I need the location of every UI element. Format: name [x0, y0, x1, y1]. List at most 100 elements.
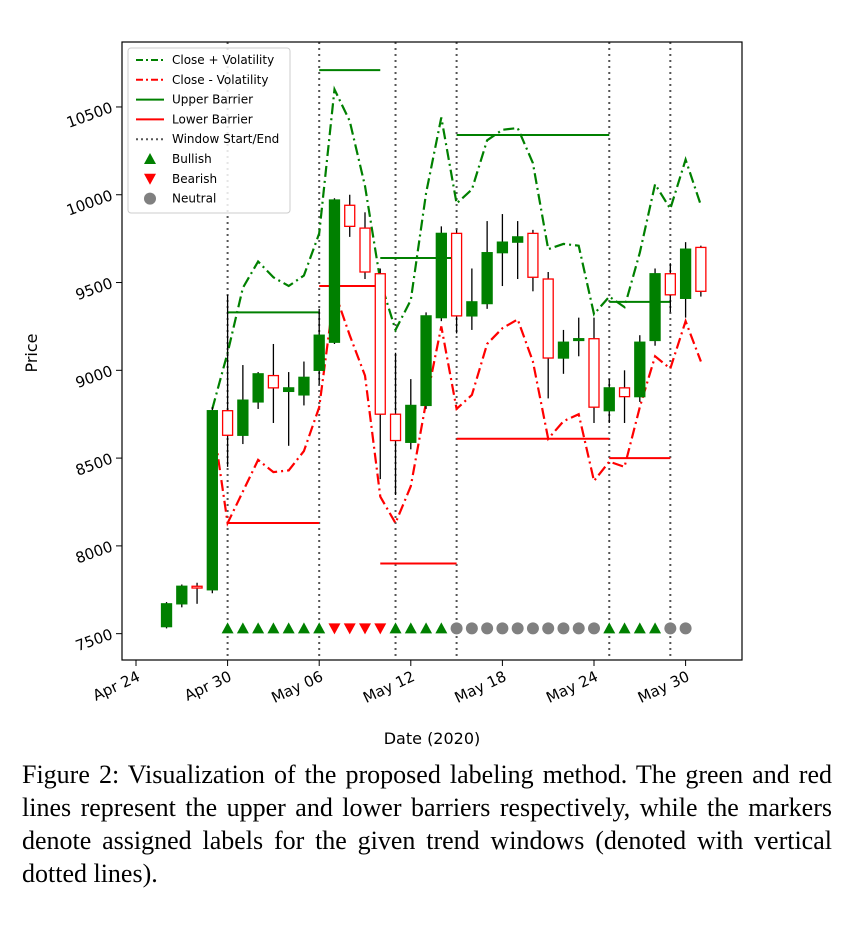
bullish-marker	[420, 622, 433, 634]
bullish-candle	[420, 315, 432, 407]
neutral-marker	[526, 622, 539, 635]
bearish-candle	[389, 413, 402, 442]
bullish-candle	[206, 410, 218, 591]
bearish-marker	[359, 623, 371, 635]
legend-label: Lower Barrier	[172, 112, 253, 126]
neutral-marker	[557, 622, 570, 635]
candlestick-chart: 7500 8000 8500 9000 9500 10000 10500 Apr 24 Apr …	[22, 41, 743, 748]
bullish-marker	[389, 622, 402, 634]
bearish-candle	[588, 338, 600, 408]
bullish-candle	[160, 603, 173, 628]
bullish-candle	[328, 199, 341, 343]
bullish-marker	[649, 622, 662, 634]
legend-box	[127, 47, 291, 214]
y-tick-label: 10500	[64, 99, 115, 132]
legend-label: Neutral	[172, 192, 216, 206]
legend-label: Close + Volatility	[172, 53, 274, 67]
legend-label: Close - Volatility	[172, 73, 268, 87]
bullish-candle	[176, 585, 188, 605]
neutral-marker	[572, 622, 585, 635]
y-tick-label: 9000	[73, 362, 115, 392]
neutral-marker	[542, 622, 555, 635]
bullish-candle	[603, 387, 615, 412]
bullish-candle	[283, 387, 295, 393]
legend: Close + Volatility Close - Volatility Uppe…	[127, 47, 291, 214]
legend-bearish-marker	[144, 173, 156, 185]
bullish-marker	[603, 622, 616, 634]
bullish-candle	[481, 252, 493, 305]
legend-label: Bearish	[172, 172, 217, 186]
plot-frame	[121, 41, 743, 661]
x-tick-label: May 06	[269, 667, 326, 707]
y-tick-label: 7500	[73, 625, 115, 655]
bullish-candle	[496, 241, 509, 254]
neutral-marker	[511, 622, 524, 635]
x-tick-label: May 12	[360, 667, 417, 707]
bullish-marker	[267, 622, 280, 634]
y-axis-label: Price	[22, 333, 41, 372]
neutral-marker	[664, 622, 677, 635]
bullish-candle	[512, 236, 524, 243]
bullish-marker	[236, 622, 249, 634]
bullish-marker	[221, 622, 234, 634]
bearish-candle	[374, 273, 386, 415]
y-tick-label: 10000	[64, 186, 115, 219]
x-tick-label: Apr 30	[182, 667, 235, 704]
bullish-candle	[313, 334, 325, 371]
neutral-marker	[496, 622, 509, 635]
bearish-candle	[527, 232, 539, 278]
bearish-candle	[695, 246, 707, 292]
legend-label: Upper Barrier	[172, 93, 253, 107]
bullish-marker	[618, 622, 631, 634]
bullish-marker	[297, 622, 310, 634]
bullish-marker	[252, 622, 265, 634]
bullish-candle	[557, 341, 570, 359]
bullish-marker	[282, 622, 295, 634]
close-plus-volatility-line	[211, 85, 702, 410]
bullish-candle	[435, 232, 447, 319]
plot-area	[160, 42, 707, 660]
bearish-candle	[542, 278, 554, 359]
legend-label: Bullish	[172, 152, 212, 166]
x-tick-label: Apr 24	[90, 667, 143, 704]
bullish-marker	[404, 622, 417, 634]
bullish-candle	[466, 301, 478, 317]
legend-bullish-marker	[144, 153, 156, 164]
neutral-marker	[481, 622, 494, 635]
bullish-marker	[435, 622, 448, 634]
bullish-candle	[573, 338, 585, 342]
close-minus-volatility-line	[211, 290, 702, 527]
bullish-candle	[679, 248, 692, 299]
bullish-candle	[405, 404, 417, 443]
figure-caption: Figure 2: Visualization of the proposed …	[22, 760, 832, 888]
neutral-marker	[465, 622, 478, 635]
bearish-candle	[450, 232, 463, 317]
bullish-candle	[298, 376, 310, 396]
neutral-marker	[588, 622, 600, 635]
legend-neutral-marker	[144, 192, 156, 205]
x-axis-label: Date (2020)	[384, 729, 481, 748]
bullish-marker	[313, 622, 326, 634]
bullish-candle	[252, 373, 264, 403]
bullish-candle	[237, 399, 249, 436]
neutral-marker	[679, 622, 692, 635]
bearish-candle	[267, 374, 280, 389]
bearish-candle	[664, 273, 676, 296]
bullish-marker	[633, 622, 646, 634]
bullish-candle	[634, 341, 646, 398]
legend-label: Window Start/End	[172, 132, 279, 146]
bearish-marker	[374, 623, 387, 635]
bearish-candle	[359, 227, 371, 273]
y-tick-label: 9500	[73, 274, 115, 304]
y-tick-label: 8500	[73, 450, 115, 480]
bearish-candle	[618, 387, 631, 398]
bullish-candle	[649, 273, 661, 342]
bearish-candle	[344, 204, 356, 227]
bearish-marker	[343, 623, 356, 635]
y-tick-label: 8000	[73, 537, 115, 567]
bearish-candle	[221, 410, 234, 436]
bearish-candle	[191, 585, 203, 589]
neutral-marker	[450, 622, 463, 635]
x-tick-label: May 24	[543, 667, 600, 707]
bearish-marker	[328, 623, 341, 635]
